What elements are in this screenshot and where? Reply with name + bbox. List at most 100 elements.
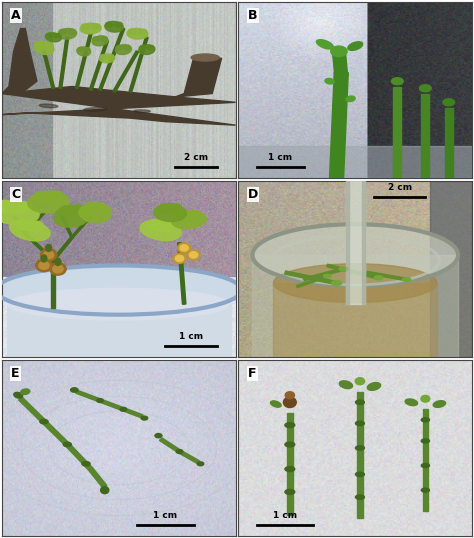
Ellipse shape bbox=[283, 397, 296, 408]
Ellipse shape bbox=[77, 47, 83, 52]
Polygon shape bbox=[178, 450, 200, 463]
Ellipse shape bbox=[60, 206, 72, 217]
Ellipse shape bbox=[197, 462, 204, 466]
Ellipse shape bbox=[93, 37, 99, 41]
Ellipse shape bbox=[367, 383, 381, 391]
Text: E: E bbox=[11, 367, 20, 380]
Polygon shape bbox=[122, 408, 143, 417]
Ellipse shape bbox=[189, 210, 201, 220]
Ellipse shape bbox=[45, 33, 61, 42]
Ellipse shape bbox=[105, 22, 123, 32]
Ellipse shape bbox=[147, 220, 160, 230]
Ellipse shape bbox=[84, 108, 107, 111]
Ellipse shape bbox=[82, 462, 90, 466]
Polygon shape bbox=[99, 399, 124, 410]
Ellipse shape bbox=[317, 40, 333, 49]
Ellipse shape bbox=[8, 288, 230, 320]
Circle shape bbox=[40, 249, 57, 261]
Circle shape bbox=[44, 251, 54, 259]
Polygon shape bbox=[421, 94, 429, 178]
Ellipse shape bbox=[101, 37, 107, 41]
Ellipse shape bbox=[355, 378, 365, 385]
Bar bbox=[238, 146, 472, 178]
Ellipse shape bbox=[63, 442, 72, 447]
Ellipse shape bbox=[348, 42, 363, 51]
Polygon shape bbox=[59, 213, 73, 238]
Ellipse shape bbox=[356, 400, 365, 405]
Ellipse shape bbox=[54, 33, 61, 38]
Ellipse shape bbox=[177, 211, 189, 221]
Ellipse shape bbox=[120, 407, 127, 411]
Ellipse shape bbox=[55, 258, 61, 265]
Ellipse shape bbox=[124, 45, 131, 50]
Text: 1 cm: 1 cm bbox=[273, 511, 297, 520]
Ellipse shape bbox=[183, 210, 194, 220]
Ellipse shape bbox=[148, 45, 154, 50]
Circle shape bbox=[50, 263, 66, 275]
Ellipse shape bbox=[0, 265, 241, 315]
Ellipse shape bbox=[58, 29, 77, 39]
Ellipse shape bbox=[402, 278, 411, 281]
Ellipse shape bbox=[14, 392, 23, 398]
Ellipse shape bbox=[161, 221, 174, 231]
Polygon shape bbox=[12, 216, 27, 234]
Bar bbox=[346, 181, 349, 304]
Ellipse shape bbox=[271, 401, 281, 407]
Ellipse shape bbox=[0, 200, 13, 213]
Ellipse shape bbox=[285, 442, 295, 447]
Ellipse shape bbox=[59, 29, 66, 34]
Ellipse shape bbox=[285, 490, 295, 494]
Ellipse shape bbox=[331, 281, 342, 286]
Ellipse shape bbox=[273, 264, 437, 302]
Ellipse shape bbox=[323, 274, 331, 278]
Ellipse shape bbox=[127, 29, 148, 39]
Text: A: A bbox=[11, 9, 21, 22]
Polygon shape bbox=[99, 28, 125, 90]
Bar bbox=[7, 304, 231, 357]
Polygon shape bbox=[393, 87, 401, 178]
Polygon shape bbox=[165, 56, 221, 101]
Ellipse shape bbox=[433, 401, 446, 407]
Ellipse shape bbox=[339, 267, 348, 271]
Ellipse shape bbox=[159, 203, 170, 213]
Polygon shape bbox=[43, 51, 55, 88]
Circle shape bbox=[180, 245, 188, 251]
Polygon shape bbox=[332, 51, 347, 76]
Polygon shape bbox=[329, 72, 348, 178]
Bar bbox=[362, 181, 365, 304]
Polygon shape bbox=[2, 87, 236, 125]
Ellipse shape bbox=[421, 439, 429, 443]
Ellipse shape bbox=[92, 24, 100, 29]
Ellipse shape bbox=[96, 203, 106, 214]
Ellipse shape bbox=[165, 203, 175, 213]
Circle shape bbox=[187, 250, 200, 260]
Circle shape bbox=[178, 243, 191, 253]
Circle shape bbox=[39, 261, 49, 270]
Polygon shape bbox=[129, 37, 148, 92]
Bar bbox=[346, 181, 365, 304]
Ellipse shape bbox=[46, 244, 52, 251]
Ellipse shape bbox=[374, 276, 383, 280]
Ellipse shape bbox=[108, 54, 114, 59]
Ellipse shape bbox=[155, 434, 162, 438]
Ellipse shape bbox=[30, 221, 44, 232]
Ellipse shape bbox=[115, 45, 131, 54]
Ellipse shape bbox=[66, 206, 78, 217]
Ellipse shape bbox=[421, 488, 429, 492]
Ellipse shape bbox=[16, 220, 30, 230]
Text: F: F bbox=[248, 367, 256, 380]
Ellipse shape bbox=[84, 202, 95, 213]
Polygon shape bbox=[89, 40, 109, 90]
Text: 2 cm: 2 cm bbox=[184, 153, 208, 162]
Polygon shape bbox=[76, 391, 101, 402]
Ellipse shape bbox=[100, 54, 115, 63]
Ellipse shape bbox=[92, 36, 108, 46]
Text: B: B bbox=[248, 9, 257, 22]
Polygon shape bbox=[75, 33, 92, 88]
Bar bbox=[273, 283, 437, 357]
Ellipse shape bbox=[27, 192, 70, 213]
Ellipse shape bbox=[84, 48, 90, 52]
Ellipse shape bbox=[128, 29, 136, 34]
Polygon shape bbox=[51, 255, 55, 308]
Polygon shape bbox=[71, 216, 91, 238]
